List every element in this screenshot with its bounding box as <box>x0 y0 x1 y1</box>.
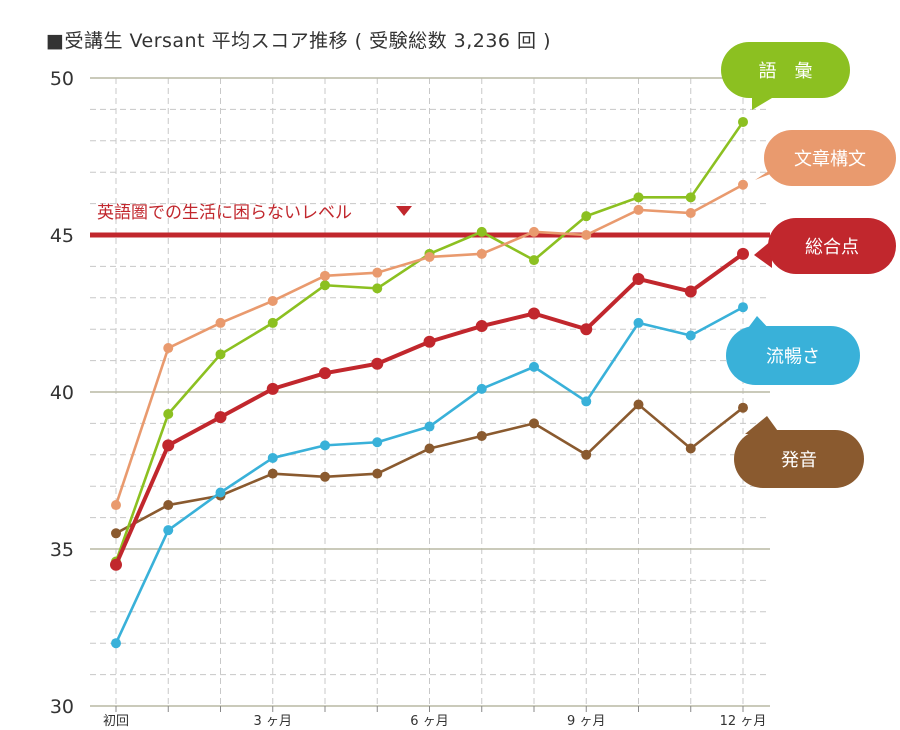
legend-bubble-pronunciation <box>734 430 864 488</box>
data-point-sentence <box>267 295 278 306</box>
legend-label-vocabulary: 語 彙 <box>759 61 813 82</box>
x-tick-label: 初回 <box>103 714 129 729</box>
data-point-total <box>319 367 331 380</box>
data-point-total <box>214 411 227 424</box>
data-point-fluency <box>372 437 383 448</box>
legend-bubble-sentence <box>764 130 896 186</box>
data-point-fluency <box>320 440 330 451</box>
data-point-fluency <box>476 383 487 394</box>
data-point-total <box>371 357 384 370</box>
y-tick-label: 45 <box>50 225 74 247</box>
data-point-vocabulary <box>476 226 487 237</box>
legend-bubble-fluency <box>726 326 860 385</box>
data-point-pronunciation <box>267 468 278 479</box>
threshold-label: 英語圏での生活に困らないレベル <box>97 203 352 223</box>
data-point-fluency <box>424 421 435 432</box>
data-point-fluency <box>738 302 748 313</box>
data-point-pronunciation <box>320 471 330 482</box>
data-point-sentence <box>424 251 435 262</box>
data-point-fluency <box>529 361 539 372</box>
data-point-pronunciation <box>529 418 539 429</box>
data-point-fluency <box>215 487 226 498</box>
data-point-vocabulary <box>320 280 330 291</box>
data-point-total <box>684 285 697 298</box>
data-point-vocabulary <box>215 349 226 360</box>
data-point-fluency <box>633 317 644 328</box>
data-point-fluency <box>581 396 592 407</box>
data-point-pronunciation <box>372 468 383 479</box>
data-point-sentence <box>529 226 539 237</box>
data-point-pronunciation <box>633 399 644 410</box>
data-point-pronunciation <box>581 449 592 460</box>
y-tick-label: 30 <box>50 696 74 718</box>
data-point-total <box>162 439 175 452</box>
data-point-vocabulary <box>685 192 696 203</box>
data-point-sentence <box>476 248 487 259</box>
data-point-vocabulary <box>529 255 539 266</box>
data-point-pronunciation <box>738 402 748 413</box>
data-point-fluency <box>267 452 278 463</box>
data-point-total <box>632 272 645 285</box>
data-point-sentence <box>633 204 644 215</box>
y-tick-label: 35 <box>50 539 74 561</box>
threshold-marker-icon <box>396 206 412 216</box>
data-point-vocabulary <box>163 408 174 419</box>
data-point-sentence <box>372 267 383 278</box>
data-point-pronunciation <box>163 500 174 511</box>
data-point-sentence <box>581 230 592 240</box>
x-tick-label: 3 ヶ月 <box>254 714 292 729</box>
data-point-pronunciation <box>476 430 487 441</box>
data-point-total <box>423 335 436 348</box>
data-point-vocabulary <box>738 116 748 127</box>
data-point-vocabulary <box>372 283 383 294</box>
x-tick-label: 12 ヶ月 <box>720 714 767 729</box>
data-point-pronunciation <box>111 528 121 539</box>
legend-label-fluency: 流暢さ <box>766 347 820 368</box>
data-point-total <box>528 307 540 320</box>
legend-label-sentence: 文章構文 <box>794 149 866 170</box>
y-tick-label: 50 <box>50 68 74 90</box>
data-point-vocabulary <box>581 211 592 222</box>
legend-bubble-vocabulary <box>721 42 850 98</box>
data-point-pronunciation <box>685 443 696 454</box>
data-point-total <box>580 323 593 336</box>
y-tick-label: 40 <box>50 382 74 404</box>
data-point-total <box>110 558 122 571</box>
data-point-total <box>737 247 749 260</box>
legend-label-total: 総合点 <box>805 237 859 258</box>
data-point-sentence <box>320 270 330 281</box>
data-point-vocabulary <box>633 192 644 203</box>
data-point-fluency <box>111 638 121 649</box>
data-point-pronunciation <box>424 443 435 454</box>
data-point-sentence <box>685 208 696 219</box>
legend-bubble-tail-total <box>754 240 772 268</box>
x-tick-label: 9 ヶ月 <box>567 714 605 729</box>
data-point-vocabulary <box>267 317 278 328</box>
data-point-total <box>475 320 488 333</box>
data-point-fluency <box>685 330 696 341</box>
legend-label-pronunciation: 発音 <box>781 450 817 471</box>
data-point-fluency <box>163 525 174 536</box>
data-point-sentence <box>215 317 226 328</box>
legend-bubble-tail-pronunciation <box>745 416 780 434</box>
data-point-sentence <box>111 500 121 511</box>
data-point-sentence <box>163 343 174 354</box>
data-point-sentence <box>738 179 748 190</box>
x-tick-label: 6 ヶ月 <box>410 714 448 729</box>
data-point-total <box>266 382 279 395</box>
chart-title: ■受講生 Versant 平均スコア推移 ( 受験総数 3,236 回 ) <box>46 30 552 52</box>
legend-bubble-total <box>768 218 896 274</box>
